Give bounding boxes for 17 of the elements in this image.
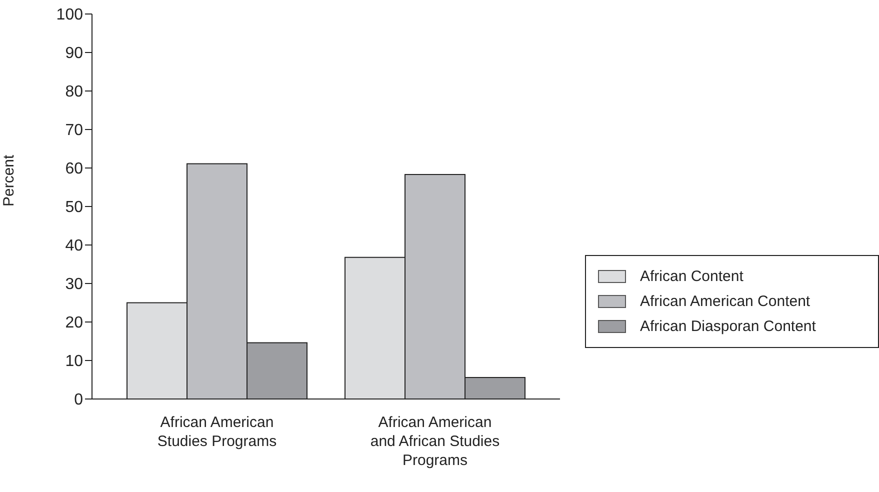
y-tick-label: 60 [65, 160, 84, 178]
y-tick-label: 80 [65, 84, 84, 101]
y-tick-label: 100 [56, 6, 84, 24]
y-tick-label: 20 [65, 314, 84, 332]
y-axis-title: Percent [0, 154, 18, 206]
y-tick-label: 90 [65, 45, 84, 62]
y-tick-label: 30 [65, 276, 84, 294]
legend-label: African Content [640, 268, 744, 285]
y-tick-label: 70 [65, 122, 84, 140]
x-tick-label: African American Studies Programs [157, 414, 277, 450]
x-tick-label: African American and African Studies Programs [370, 414, 500, 469]
y-tick-label: 0 [74, 392, 84, 409]
legend-label: African Diasporan Content [640, 318, 816, 335]
y-tick-label: 10 [65, 353, 84, 370]
y-tick-label: 40 [65, 238, 84, 255]
legend-label: African American Content [640, 293, 810, 310]
y-tick-label: 50 [65, 199, 84, 216]
